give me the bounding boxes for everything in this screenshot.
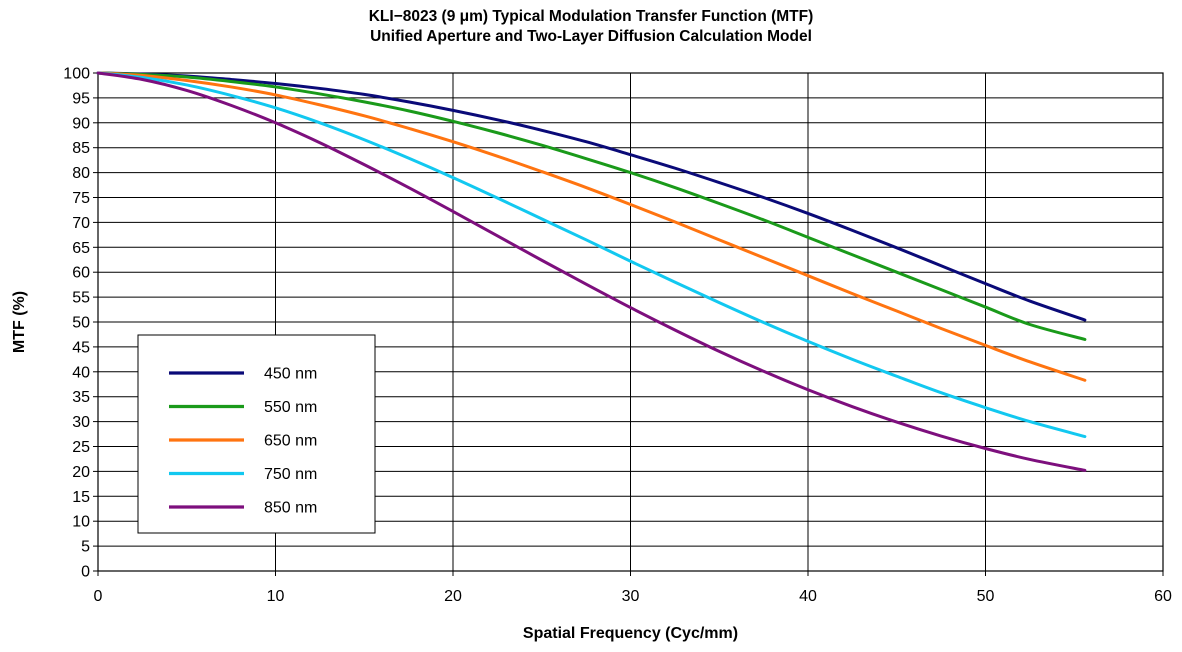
x-axis-label: Spatial Frequency (Cyc/mm): [523, 625, 738, 642]
y-tick-label: 10: [72, 514, 90, 531]
y-axis-ticks: 0 5 10 15 20 25 30 35 40 45 50 55 60 65 70 75 80 85 90 95 10…: [63, 66, 98, 581]
series-line-1: [96, 71, 1087, 322]
x-axis-ticks: 0 10 20 30 40 50 60: [94, 571, 1172, 605]
x-tick-label: 60: [1154, 588, 1172, 605]
y-tick-label: 60: [72, 265, 90, 282]
y-tick-label: 100: [63, 66, 90, 83]
legend-label: 450 nm: [264, 366, 317, 383]
y-tick-label: 90: [72, 115, 90, 132]
y-tick-label: 65: [72, 240, 90, 257]
legend-label: 850 nm: [264, 500, 317, 517]
y-tick-label: 35: [72, 389, 90, 406]
y-tick-label: 55: [72, 290, 90, 307]
legend-label: 750 nm: [264, 466, 317, 483]
y-tick-label: 95: [72, 90, 90, 107]
y-tick-label: 45: [72, 339, 90, 356]
x-tick-label: 30: [622, 588, 640, 605]
legend-label: 550 nm: [264, 399, 317, 416]
series-line-5: [96, 71, 1087, 472]
y-tick-label: 25: [72, 439, 90, 456]
y-tick-label: 20: [72, 464, 90, 481]
chart-subtitle: Unified Aperture and Two-Layer Diffusion…: [370, 28, 812, 45]
x-tick-label: 40: [799, 588, 817, 605]
series-line-2: [96, 71, 1087, 341]
y-axis-label: MTF (%): [11, 291, 28, 353]
y-tick-label: 70: [72, 215, 90, 232]
x-tick-label: 10: [267, 588, 285, 605]
y-tick-label: 5: [81, 539, 90, 556]
chart-title: KLI−8023 (9 μm) Typical Modulation Trans…: [368, 8, 814, 25]
legend-label: 650 nm: [264, 433, 317, 450]
y-tick-label: 85: [72, 140, 90, 157]
x-tick-label: 20: [444, 588, 462, 605]
series-line-4: [96, 71, 1087, 439]
x-tick-label: 0: [94, 588, 103, 605]
y-tick-label: 80: [72, 165, 90, 182]
y-tick-label: 0: [81, 564, 90, 581]
series-lines: [96, 71, 1087, 472]
y-tick-label: 15: [72, 489, 90, 506]
series-line-3: [96, 71, 1087, 382]
y-tick-label: 30: [72, 414, 90, 431]
y-tick-label: 50: [72, 315, 90, 332]
x-tick-label: 50: [977, 588, 995, 605]
y-tick-label: 40: [72, 364, 90, 381]
legend: 450 nm 550 nm 650 nm 750 nm 850 nm: [137, 334, 376, 534]
legend-box: [137, 334, 376, 534]
y-tick-label: 75: [72, 190, 90, 207]
